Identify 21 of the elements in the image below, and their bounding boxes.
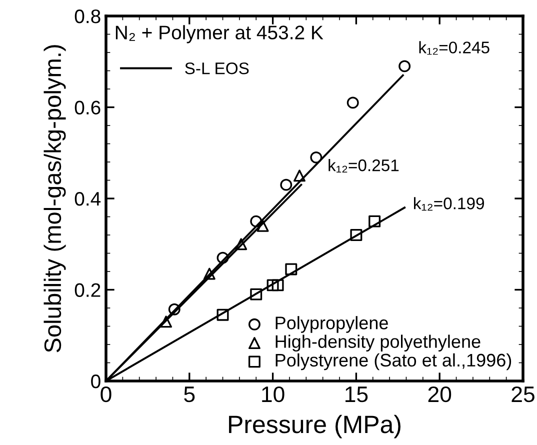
annotation: k₁₂=0.251 (328, 158, 399, 172)
chart-title: N₂ + Polymer at 453.2 K (116, 25, 324, 44)
y-tick-label: 0.4 (74, 192, 101, 206)
y-tick-label: 0.6 (74, 100, 100, 114)
annotation: k₁₂=0.245 (419, 41, 490, 55)
x-tick-label: 20 (428, 386, 452, 402)
x-tick-label: 5 (184, 386, 195, 402)
y-tick-label: 0.8 (74, 9, 100, 24)
annotation: k₁₂=0.199 (414, 197, 484, 211)
legend-label: Polypropylene (276, 316, 388, 333)
x-tick-label: 0 (100, 386, 112, 402)
y-axis-title: Solubility (mol-gas/kg-polym.) (44, 45, 66, 352)
legend-label: High-density polyethylene (276, 334, 480, 352)
x-tick-label: 25 (512, 386, 534, 402)
x-tick-label: 10 (262, 386, 284, 402)
legend-label: S-L EOS (185, 62, 249, 74)
legend-label: Polystyrene (Sato et al.,1996) (276, 353, 512, 370)
y-tick-label: 0.2 (74, 283, 100, 297)
x-axis-title: Pressure (MPa) (229, 414, 400, 438)
x-tick-label: 15 (346, 386, 368, 402)
y-tick-label: 0 (91, 374, 100, 388)
